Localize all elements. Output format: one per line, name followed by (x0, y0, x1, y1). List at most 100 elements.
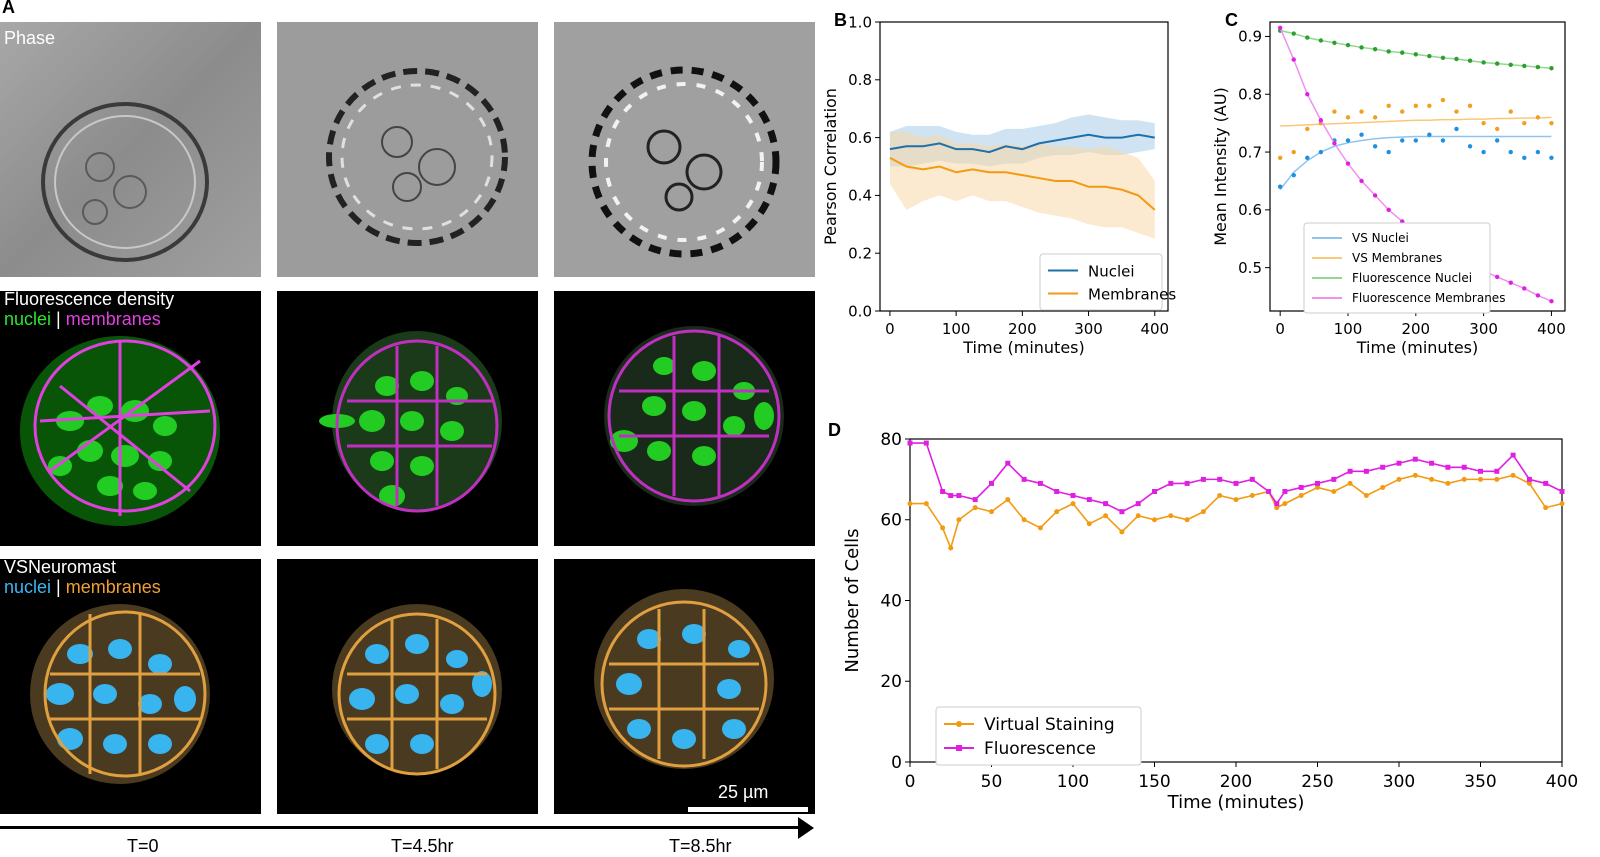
series-0-point (1037, 525, 1043, 531)
series-1-point (1549, 120, 1554, 126)
phase-image-t8-5-texture (554, 22, 815, 277)
series-1-point (1359, 109, 1364, 114)
y-tick-label: 0.4 (848, 187, 872, 205)
series-1-point (1331, 476, 1337, 482)
series-1-point (1440, 97, 1446, 103)
series-0-point (1200, 509, 1206, 515)
scale-bar (688, 807, 808, 812)
series-1-point (1508, 109, 1513, 114)
x-tick-label: 100 (1057, 772, 1089, 792)
series-0-point (1494, 476, 1500, 482)
chart-d-frame (909, 438, 1563, 763)
series-3-point (1345, 161, 1351, 166)
phase-image-t4-5 (277, 22, 538, 277)
virtual-staining-image-t0-texture (30, 604, 210, 784)
series-0-point (1494, 138, 1500, 143)
series-0-point (1266, 488, 1272, 494)
x-tick-label: 150 (1138, 772, 1170, 792)
fluorescence-title: Fluorescence density (4, 291, 175, 309)
chart-c-group: 0 100 200 300 400 0.5 0.6 0.7 0.8 0.9 Time (minute… (1211, 21, 1566, 357)
series-0-point (1427, 132, 1432, 137)
series-1-point (1445, 464, 1451, 470)
series-0-point (1119, 529, 1125, 535)
series-1-point (1005, 460, 1011, 466)
series-0-point (1274, 505, 1280, 511)
row-label-phase: Phase (4, 28, 55, 48)
series-1-fit-line (1280, 116, 1552, 127)
fluorescence-image-t8-5 (554, 291, 815, 546)
x-tick-label: 0 (885, 320, 895, 338)
series-0-point (1305, 155, 1310, 161)
timeline-arrow (0, 826, 806, 829)
x-tick-label: 200 (1401, 320, 1430, 338)
chart-c-frame (1269, 21, 1566, 312)
series-0-confidence-band (889, 114, 1155, 167)
series-2-point (1318, 38, 1324, 43)
x-tick-label: 100 (942, 320, 971, 338)
x-tick-label: 50 (981, 772, 1003, 792)
chart-b-legend (1039, 253, 1163, 311)
series-0-point (1021, 517, 1027, 523)
series-1-point (1282, 488, 1288, 494)
series-2-fit-line (1280, 29, 1552, 69)
series-2-point (1413, 52, 1419, 57)
series-3-point (1440, 248, 1446, 253)
series-0-point (1347, 480, 1353, 486)
series-2-point (1535, 64, 1541, 70)
series-1-line (889, 156, 1156, 211)
series-0-point (1332, 138, 1337, 143)
series-1-point (972, 497, 978, 503)
series-2-point (1332, 40, 1337, 46)
y-tick-label: 0.9 (1238, 28, 1262, 46)
series-1-point (1318, 120, 1324, 126)
virtual-staining-image-t0: VSNeuromast nuclei | membranes (0, 559, 261, 814)
series-0-point (1359, 132, 1364, 137)
series-0-point (1152, 517, 1157, 523)
y-tick-label: 0.8 (848, 71, 872, 89)
fluorescence-image-t8-5-texture (604, 326, 784, 506)
series-0-point (1478, 476, 1483, 482)
series-2-point (1549, 66, 1554, 71)
y-tick-label: 1.0 (848, 13, 872, 31)
scale-bar-label: 25 µm (718, 782, 769, 802)
row-label-fluorescence-line2: nuclei | membranes (4, 309, 174, 329)
row-label-virtual-staining: VSNeuromast nuclei | membranes (4, 559, 161, 597)
series-3-point (1467, 262, 1473, 267)
x-tick-label: 0 (905, 772, 916, 792)
series-0-point (1543, 505, 1549, 511)
series-2-point (1372, 46, 1378, 52)
chart-c-legend (1303, 222, 1491, 314)
series-1-point (1054, 488, 1060, 494)
panel-c-letter: C (1225, 10, 1238, 30)
series-2-point (1277, 28, 1283, 33)
series-1-point (1315, 480, 1320, 486)
series-1-point (1037, 480, 1043, 486)
series-0-point (1282, 501, 1288, 507)
series-2-point (1454, 56, 1459, 62)
series-2-point (1400, 50, 1405, 55)
series-0-point (1070, 501, 1076, 507)
series-1-point (1522, 120, 1527, 126)
series-3-point (1454, 255, 1459, 261)
timepoint-label-2: T=8.5hr (669, 836, 732, 856)
legend-label: Membranes (1088, 286, 1176, 304)
y-tick-label: 0.6 (848, 129, 872, 147)
series-0-point (1054, 509, 1060, 515)
series-1-point (1249, 476, 1255, 482)
panel-b-letter: B (834, 10, 847, 30)
series-1-point (1332, 109, 1337, 114)
series-0-point (1217, 493, 1223, 499)
series-0-point (1412, 472, 1418, 478)
series-3-point (1413, 229, 1419, 235)
row-label-fluorescence-line1: Fluorescence density (4, 291, 174, 309)
series-2-point (1467, 58, 1473, 63)
x-axis-label: Time (minutes) (1356, 338, 1479, 357)
vs-title: VSNeuromast (4, 559, 117, 577)
series-0-point (1298, 493, 1304, 499)
series-0-point (1535, 149, 1541, 155)
x-tick-label: 200 (1008, 320, 1037, 338)
chart-b-group: 0 100 200 300 400 0.0 0.2 0.4 0.6 0.8 1.0 Time (min… (821, 13, 1176, 357)
y-axis-label: Pearson Correlation (821, 88, 840, 245)
vs-membranes-label: membranes (65, 577, 161, 597)
virtual-staining-image-t8-5-texture (594, 589, 774, 769)
